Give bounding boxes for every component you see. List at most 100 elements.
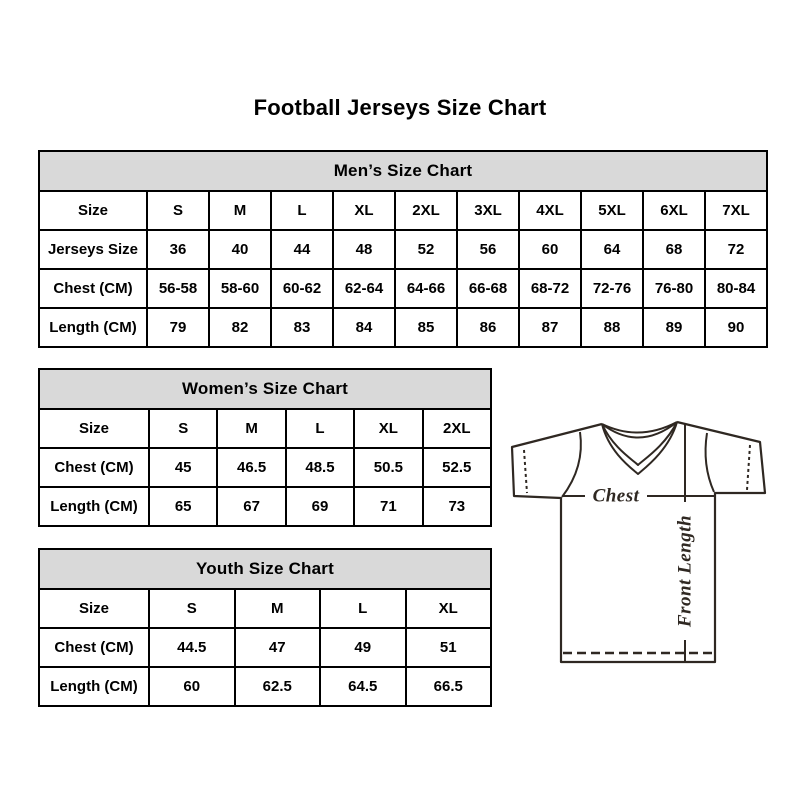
table-cell: 44.5	[148, 627, 236, 668]
row-label: Length (CM)	[38, 486, 150, 527]
table-cell: 49	[319, 627, 407, 668]
chest-measure-label: Chest	[593, 486, 640, 507]
table-cell: L	[284, 408, 356, 449]
table-cell: 4XL	[518, 190, 582, 231]
table-cell: M	[216, 408, 287, 449]
table-cell: 36	[146, 229, 210, 270]
table-cell: 45	[147, 447, 219, 488]
table-cell: XL	[332, 190, 396, 231]
table-cell: S	[148, 588, 236, 629]
right-cuff-dashed-line	[746, 444, 751, 491]
men-table-title: Men’s Size Chart	[38, 150, 768, 192]
table-cell: 52	[394, 229, 458, 270]
left-cuff-dashed-line	[523, 449, 528, 494]
table-cell: 2XL	[421, 408, 493, 449]
womens-size-table: Women’s Size Chart Size S M L XL 2XL Chest (CM)…	[38, 368, 493, 527]
table-cell: 90	[704, 307, 768, 348]
row-label: Chest (CM)	[38, 447, 150, 488]
table-cell: 68	[642, 229, 706, 270]
table-cell: 56	[456, 229, 520, 270]
table-cell: 52.5	[421, 447, 493, 488]
table-cell: 48	[332, 229, 396, 270]
table-cell: 47	[233, 627, 321, 668]
table-cell: 60	[148, 666, 236, 707]
table-cell: 64.5	[319, 666, 407, 707]
table-cell: 67	[216, 486, 287, 527]
table-cell: 89	[642, 307, 706, 348]
row-label: Chest (CM)	[38, 268, 148, 309]
table-cell: 48.5	[284, 447, 356, 488]
table-row: Length (CM) 79 82 83 84 85 86 87 88 89 90	[38, 307, 768, 348]
table-row: Jerseys Size 36 40 44 48 52 56 60 64 68 72	[38, 229, 768, 270]
table-cell: 6XL	[642, 190, 706, 231]
front-length-measure-label: Front Length	[675, 515, 696, 628]
jersey-outline	[510, 420, 767, 664]
table-cell: 87	[518, 307, 582, 348]
table-cell: 65	[147, 486, 219, 527]
table-cell: 5XL	[580, 190, 644, 231]
table-cell: 68-72	[518, 268, 582, 309]
table-cell: L	[270, 190, 334, 231]
table-cell: 72-76	[580, 268, 644, 309]
row-label: Jerseys Size	[38, 229, 148, 270]
table-cell: 64-66	[394, 268, 458, 309]
collar-v-inner	[601, 421, 678, 466]
table-cell: 83	[270, 307, 334, 348]
table-cell: 7XL	[704, 190, 768, 231]
youth-table-title: Youth Size Chart	[38, 548, 492, 590]
table-cell: S	[147, 408, 219, 449]
page-title: Football Jerseys Size Chart	[253, 95, 547, 120]
jersey-measurement-diagram: Chest Front Length	[510, 420, 767, 664]
table-cell: S	[146, 190, 210, 231]
table-header-row: Women’s Size Chart	[38, 368, 492, 410]
table-header-row: Youth Size Chart	[38, 548, 492, 590]
left-armhole-seam	[561, 431, 582, 498]
table-row: Length (CM) 65 67 69 71 73	[38, 486, 493, 527]
table-cell: 62.5	[233, 666, 321, 707]
table-cell: M	[208, 190, 272, 231]
table-row: Chest (CM) 44.5 47 49 51	[38, 627, 492, 668]
table-cell: 66-68	[456, 268, 520, 309]
table-cell: 50.5	[353, 447, 424, 488]
table-cell: 84	[332, 307, 396, 348]
table-cell: 86	[456, 307, 520, 348]
table-row: Size S M L XL 2XL 3XL 4XL 5XL 6XL 7XL	[38, 190, 768, 231]
table-header-row: Men’s Size Chart	[38, 150, 768, 192]
table-cell: 85	[394, 307, 458, 348]
table-cell: 51	[404, 627, 492, 668]
table-row: Length (CM) 60 62.5 64.5 66.5	[38, 666, 492, 707]
table-cell: 88	[580, 307, 644, 348]
table-cell: 46.5	[216, 447, 287, 488]
row-label: Length (CM)	[38, 666, 150, 707]
row-label: Size	[38, 588, 150, 629]
collar-back-arc-1	[601, 421, 678, 434]
table-cell: 60-62	[270, 268, 334, 309]
row-label: Size	[38, 408, 150, 449]
table-cell: 79	[146, 307, 210, 348]
youth-size-table: Youth Size Chart Size S M L XL Chest (CM) 44.5 4…	[38, 548, 492, 707]
table-cell: 76-80	[642, 268, 706, 309]
table-cell: L	[319, 588, 407, 629]
table-cell: 71	[353, 486, 424, 527]
table-row: Chest (CM) 56-58 58-60 60-62 62-64 64-66 66-68…	[38, 268, 768, 309]
table-cell: 58-60	[208, 268, 272, 309]
table-cell: 44	[270, 229, 334, 270]
table-cell: 80-84	[704, 268, 768, 309]
table-row: Size S M L XL 2XL	[38, 408, 493, 449]
row-label: Size	[38, 190, 148, 231]
collar-v-outer	[601, 421, 678, 475]
table-cell: 60	[518, 229, 582, 270]
table-cell: 64	[580, 229, 644, 270]
table-cell: 62-64	[332, 268, 396, 309]
women-table-title: Women’s Size Chart	[38, 368, 492, 410]
table-cell: 73	[421, 486, 493, 527]
table-cell: 2XL	[394, 190, 458, 231]
table-cell: 3XL	[456, 190, 520, 231]
mens-size-table: Men’s Size Chart Size S M L XL 2XL 3XL 4XL 5XL 6XL…	[38, 150, 768, 348]
table-cell: 82	[208, 307, 272, 348]
table-cell: 69	[284, 486, 356, 527]
table-cell: M	[233, 588, 321, 629]
table-row: Chest (CM) 45 46.5 48.5 50.5 52.5	[38, 447, 493, 488]
table-cell: XL	[404, 588, 492, 629]
